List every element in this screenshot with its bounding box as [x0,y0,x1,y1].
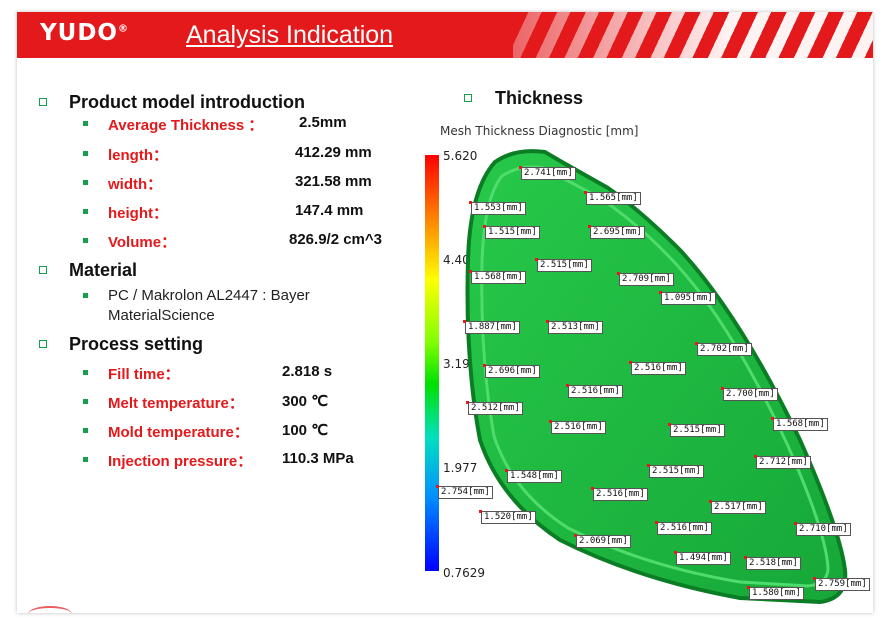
thickness-label: 2.516[mm] [591,487,648,501]
width-label: width： [108,176,163,193]
thickness-label: 1.580[mm] [747,586,804,600]
thickness-label: 2.754[mm] [436,485,493,499]
bullet-icon [83,457,88,462]
height-label: height： [108,205,168,222]
thickness-label: 2.700[mm] [721,387,778,401]
bullet-icon [83,209,88,214]
thickness-label: 2.695[mm] [588,225,645,239]
volume-label: Volume： [108,234,177,251]
thickness-label: 2.712[mm] [754,455,811,469]
checkbox-bullet-icon [39,98,47,106]
thickness-label: 2.702[mm] [695,342,752,356]
thickness-label: 1.887[mm] [463,320,520,334]
thickness-label: 2.513[mm] [546,320,603,334]
mold-temp-label: Mold temperature： [108,424,249,441]
injection-pressure-label: Injection pressure： [108,453,253,470]
thickness-label: 1.568[mm] [771,417,828,431]
thickness-heading: Thickness [495,88,584,108]
bullet-icon [83,180,88,185]
checkbox-bullet-icon [39,340,47,348]
diagnostic-title: Mesh Thickness Diagnostic [mm] [440,124,639,138]
melt-temp-value: 300 ℃ [282,393,329,410]
thickness-label: 2.516[mm] [655,521,712,535]
thickness-label: 1.568[mm] [469,270,526,284]
scale-tick: 5.620 [443,149,478,163]
bullet-icon [83,428,88,433]
thickness-label: 1.565[mm] [584,191,641,205]
thickness-label: 1.553[mm] [469,201,526,215]
mold-temp-value: 100 ℃ [282,422,329,439]
bullet-icon [83,293,88,298]
bullet-icon [83,121,88,126]
thickness-label: 2.515[mm] [535,258,592,272]
scale-tick: 0.7629 [443,566,485,580]
length-label: length： [108,147,168,164]
thickness-label: 2.518[mm] [744,556,801,570]
fill-time-value: 2.818 s [282,363,333,380]
thickness-label: 1.548[mm] [505,469,562,483]
process-heading: Process setting [69,334,204,354]
thickness-label: 2.710[mm] [794,522,851,536]
scale-tick: 1.977 [443,461,478,475]
thickness-label: 2.516[mm] [566,384,623,398]
thickness-label: 2.069[mm] [574,534,631,548]
length-value: 412.29 mm [295,144,372,161]
melt-temp-label: Melt temperature： [108,395,244,412]
width-value: 321.58 mm [295,173,372,190]
thickness-label: 2.759[mm] [813,577,870,591]
thickness-label: 1.515[mm] [483,225,540,239]
material-text-line1: PC / Makrolon AL2447 : Bayer [108,287,310,304]
thickness-label: 2.709[mm] [617,272,674,286]
yudo-logo: YUDO® [40,20,129,46]
thickness-label: 1.494[mm] [674,551,731,565]
footer-logo-arc [28,606,72,622]
thickness-label: 1.095[mm] [659,291,716,305]
thickness-label: 2.516[mm] [629,361,686,375]
bullet-icon [83,399,88,404]
product-heading: Product model introduction [69,92,305,112]
header-bar [17,12,873,58]
thickness-label: 2.741[mm] [519,166,576,180]
bullet-icon [83,370,88,375]
avg-thickness-value: 2.5mm [299,114,347,131]
page-title: Analysis Indication [186,21,394,49]
avg-thickness-label: Average Thickness ： [108,117,264,134]
thickness-label: 2.512[mm] [466,401,523,415]
material-text-line2: MaterialScience [108,307,215,324]
material-heading: Material [69,260,138,280]
header-stripes [513,12,873,58]
height-value: 147.4 mm [295,202,364,219]
fill-time-label: Fill time： [108,366,180,383]
checkbox-bullet-icon [39,266,47,274]
volume-value: 826.9/2 cm^3 [289,231,382,248]
bullet-icon [83,238,88,243]
injection-pressure-value: 110.3 MPa [282,450,354,467]
thickness-label: 2.515[mm] [668,423,725,437]
thickness-label: 2.515[mm] [647,464,704,478]
thickness-label: 2.696[mm] [483,364,540,378]
checkbox-bullet-icon [464,94,472,102]
thickness-label: 1.520[mm] [479,510,536,524]
thickness-label: 2.517[mm] [709,500,766,514]
color-scale-bar [425,155,439,571]
thickness-label: 2.516[mm] [549,420,606,434]
bullet-icon [83,151,88,156]
